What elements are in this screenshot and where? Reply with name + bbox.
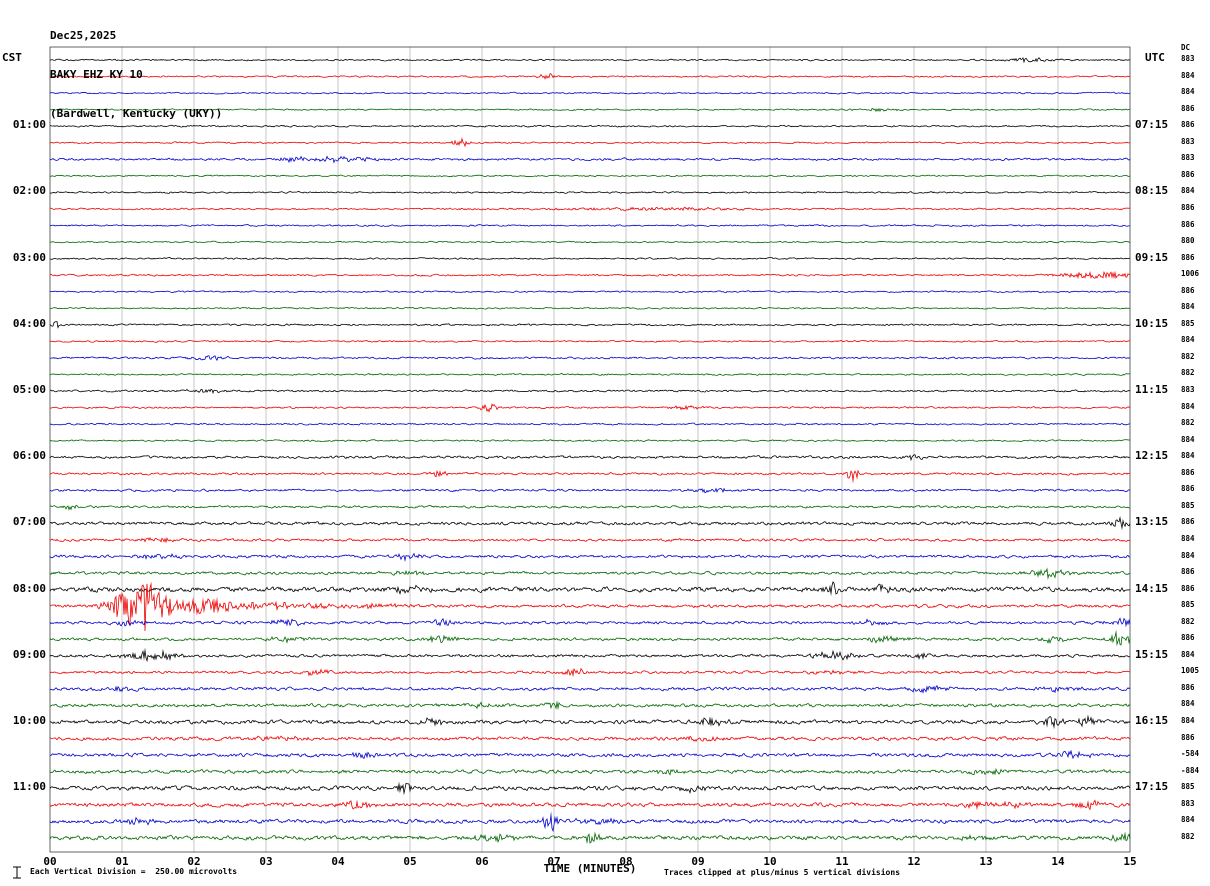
left-time-label: 01:00 bbox=[12, 118, 46, 132]
dc-offset-value: 886 bbox=[1181, 633, 1195, 643]
right-time-label: 13:15 bbox=[1135, 515, 1169, 529]
dc-offset-value: 886 bbox=[1181, 732, 1195, 742]
left-time-label: 03:00 bbox=[12, 250, 46, 264]
dc-offset-value: 886 bbox=[1181, 202, 1195, 212]
dc-offset-value: 882 bbox=[1181, 368, 1195, 378]
dc-offset-value: 882 bbox=[1181, 831, 1195, 841]
dc-offset-value: 1005 bbox=[1181, 666, 1200, 676]
dc-offset-value: 886 bbox=[1181, 484, 1195, 494]
x-tick-label: 14 bbox=[1051, 855, 1065, 868]
x-tick-label: 02 bbox=[187, 855, 201, 868]
x-tick-label: 08 bbox=[619, 855, 633, 868]
dc-offset-value: -584 bbox=[1181, 749, 1200, 759]
vertical-division-scale-icon bbox=[13, 866, 21, 879]
dc-offset-value: 884 bbox=[1181, 87, 1195, 97]
dc-offset-value: 885 bbox=[1181, 500, 1195, 510]
left-time-label: 04:00 bbox=[12, 316, 46, 330]
dc-offset-value: 884 bbox=[1181, 302, 1195, 312]
dc-offset-value: 883 bbox=[1181, 136, 1195, 146]
location-label: (Bardwell, Kentucky (UKY)) bbox=[50, 107, 223, 120]
station-label: BAKY EHZ KY 10 bbox=[50, 68, 143, 81]
scale-note: Each Vertical Division = 250.00 microvol… bbox=[30, 867, 238, 876]
right-time-label: 10:15 bbox=[1135, 316, 1169, 330]
dc-offset-value: 886 bbox=[1181, 103, 1195, 113]
left-time-label: 02:00 bbox=[12, 184, 46, 198]
x-tick-label: 00 bbox=[43, 855, 57, 868]
dc-offset-header: DC bbox=[1181, 43, 1191, 52]
plot-header: Dec25,2025 BAKY EHZ KY 10 (Bardwell, Ken… bbox=[50, 3, 222, 146]
dc-offset-value: -884 bbox=[1181, 765, 1200, 775]
right-time-label: 16:15 bbox=[1135, 714, 1169, 727]
x-tick-label: 06 bbox=[475, 855, 489, 868]
dc-offset-value: 884 bbox=[1181, 815, 1195, 825]
dc-offset-value: 883 bbox=[1181, 385, 1195, 394]
right-time-label: 09:15 bbox=[1135, 250, 1169, 264]
dc-offset-value: 884 bbox=[1181, 451, 1195, 461]
dc-offset-value: 884 bbox=[1181, 550, 1195, 560]
left-timezone-label: CST bbox=[2, 51, 22, 64]
dc-offset-value: 884 bbox=[1181, 533, 1195, 543]
left-time-label: 06:00 bbox=[12, 449, 46, 463]
dc-offset-value: 886 bbox=[1181, 252, 1195, 262]
dc-offset-value: 883 bbox=[1181, 54, 1195, 63]
right-time-label: 12:15 bbox=[1135, 449, 1169, 463]
left-time-label: 09:00 bbox=[12, 647, 46, 661]
dc-offset-value: 886 bbox=[1181, 517, 1195, 527]
left-time-label: 11:00 bbox=[12, 780, 46, 794]
dc-offset-value: 882 bbox=[1181, 351, 1195, 361]
dc-offset-value: 882 bbox=[1181, 616, 1195, 626]
right-time-label: 07:15 bbox=[1135, 118, 1169, 132]
dc-offset-value: 884 bbox=[1181, 716, 1195, 725]
dc-offset-value: 884 bbox=[1181, 401, 1195, 411]
x-tick-label: 01 bbox=[115, 855, 129, 868]
clip-note: Traces clipped at plus/minus 5 vertical … bbox=[664, 868, 901, 877]
x-tick-label: 07 bbox=[547, 855, 561, 868]
dc-offset-value: 883 bbox=[1181, 798, 1195, 808]
dc-offset-value: 884 bbox=[1181, 70, 1195, 80]
dc-offset-value: 885 bbox=[1181, 318, 1195, 328]
dc-offset-value: 886 bbox=[1181, 682, 1195, 692]
dc-offset-value: 884 bbox=[1181, 434, 1195, 444]
x-tick-label: 04 bbox=[331, 855, 345, 868]
dc-offset-value: 886 bbox=[1181, 285, 1195, 295]
dc-offset-value: 886 bbox=[1181, 219, 1195, 229]
dc-offset-value: 885 bbox=[1181, 782, 1195, 792]
dc-offset-value: 886 bbox=[1181, 467, 1195, 477]
x-tick-label: 05 bbox=[403, 855, 417, 868]
right-time-label: 14:15 bbox=[1135, 581, 1169, 595]
dc-offset-value: 886 bbox=[1181, 567, 1195, 577]
x-tick-label: 09 bbox=[691, 855, 705, 868]
dc-offset-value: 882 bbox=[1181, 418, 1195, 428]
left-time-label: 05:00 bbox=[12, 383, 46, 396]
dc-offset-value: 886 bbox=[1181, 120, 1195, 130]
left-time-label: 07:00 bbox=[12, 515, 46, 529]
left-time-label: 10:00 bbox=[12, 714, 46, 727]
right-timezone-label: UTC bbox=[1145, 51, 1165, 64]
dc-offset-value: 884 bbox=[1181, 186, 1195, 196]
right-time-label: 11:15 bbox=[1135, 383, 1169, 396]
dc-offset-value: 884 bbox=[1181, 699, 1195, 709]
x-axis-title: TIME (MINUTES) bbox=[543, 862, 637, 875]
x-tick-label: 15 bbox=[1123, 855, 1137, 868]
left-time-label: 08:00 bbox=[12, 581, 46, 595]
x-tick-label: 10 bbox=[763, 855, 777, 868]
dc-offset-value: 884 bbox=[1181, 649, 1195, 659]
x-tick-label: 11 bbox=[835, 855, 849, 868]
dc-offset-value: 885 bbox=[1181, 600, 1195, 610]
right-time-label: 08:15 bbox=[1135, 184, 1169, 198]
right-time-label: 17:15 bbox=[1135, 780, 1169, 794]
dc-offset-value: 880 bbox=[1181, 236, 1195, 246]
x-tick-label: 03 bbox=[259, 855, 273, 868]
x-tick-label: 13 bbox=[979, 855, 993, 868]
dc-offset-value: 1006 bbox=[1181, 269, 1200, 279]
right-time-label: 15:15 bbox=[1135, 647, 1169, 661]
x-tick-label: 12 bbox=[907, 855, 921, 868]
dc-offset-value: 886 bbox=[1181, 583, 1195, 593]
dc-offset-value: 886 bbox=[1181, 169, 1195, 179]
date-label: Dec25,2025 bbox=[50, 29, 117, 42]
dc-offset-value: 883 bbox=[1181, 153, 1195, 163]
dc-offset-value: 884 bbox=[1181, 335, 1195, 345]
